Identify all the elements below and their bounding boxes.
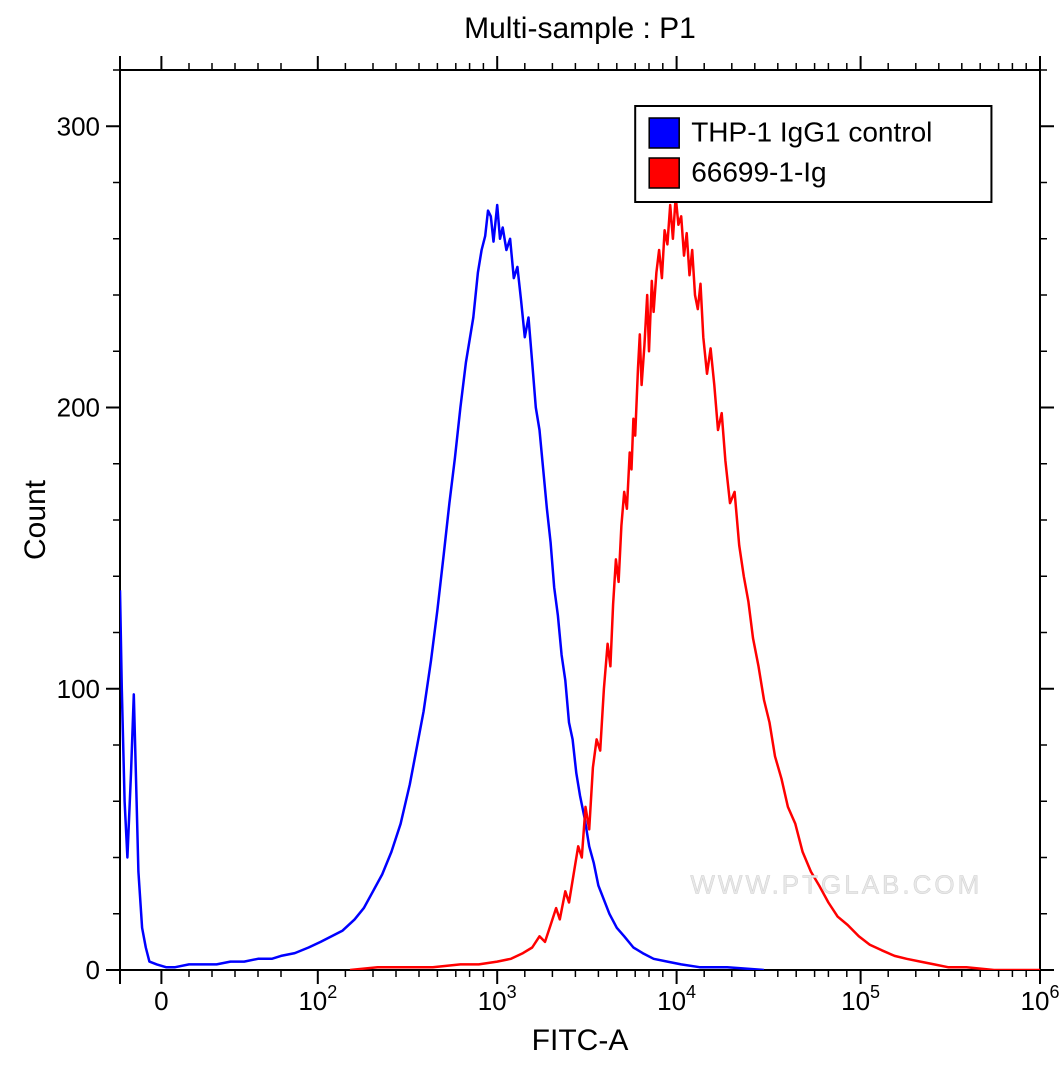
svg-text:200: 200 [57, 393, 100, 423]
legend-label: 66699-1-Ig [691, 156, 826, 187]
svg-text:0: 0 [154, 986, 168, 1016]
svg-text:100: 100 [57, 674, 100, 704]
legend-label: THP-1 IgG1 control [691, 116, 932, 147]
legend-swatch [649, 158, 679, 188]
legend-swatch [649, 118, 679, 148]
flow-cytometry-histogram: Multi-sample : P10100200300Count01021031… [0, 0, 1062, 1081]
svg-text:WWW.PTGLAB.COM: WWW.PTGLAB.COM [690, 870, 982, 900]
chart-svg: Multi-sample : P10100200300Count01021031… [0, 0, 1062, 1081]
svg-text:FITC-A: FITC-A [532, 1024, 629, 1057]
svg-text:Count: Count [19, 479, 52, 560]
svg-text:Multi-sample : P1: Multi-sample : P1 [464, 12, 696, 45]
svg-text:0: 0 [86, 955, 100, 985]
svg-text:300: 300 [57, 111, 100, 141]
